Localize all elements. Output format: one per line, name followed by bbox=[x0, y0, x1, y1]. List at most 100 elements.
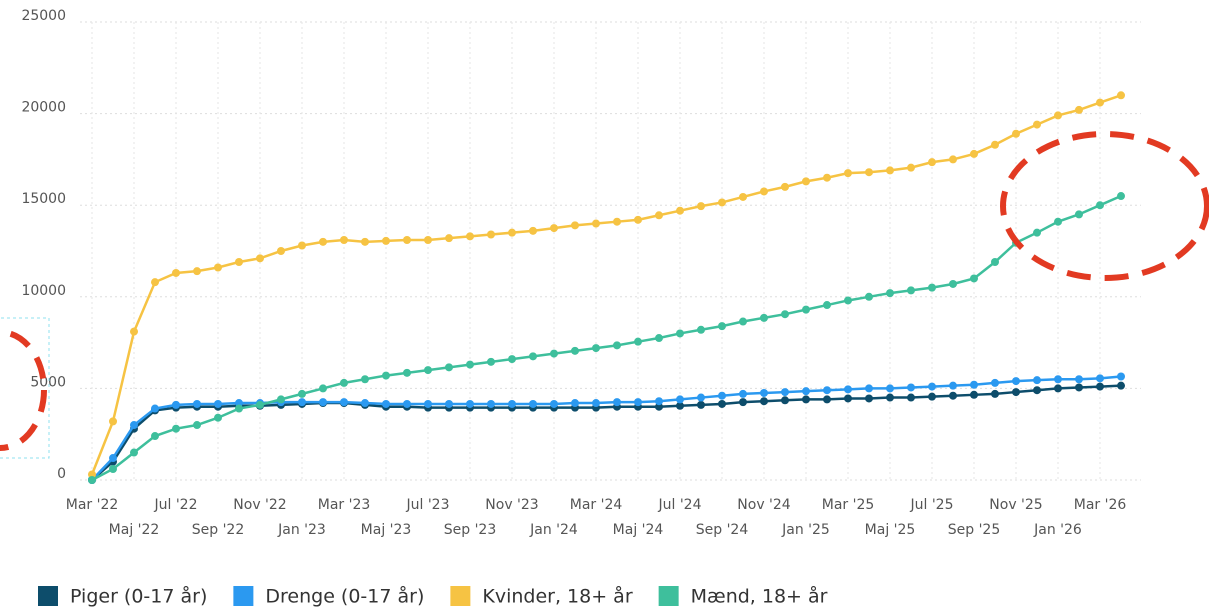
x-tick-label: Mar '25 bbox=[822, 497, 875, 513]
marker bbox=[970, 274, 978, 283]
x-tick-label: Jul '24 bbox=[657, 497, 701, 513]
marker bbox=[802, 395, 810, 404]
marker bbox=[697, 202, 705, 211]
marker bbox=[130, 421, 138, 430]
marker bbox=[1033, 120, 1041, 129]
marker bbox=[214, 399, 222, 408]
marker bbox=[823, 173, 831, 182]
marker bbox=[865, 394, 873, 403]
marker bbox=[277, 247, 285, 255]
marker bbox=[1054, 375, 1062, 384]
marker bbox=[907, 163, 915, 172]
marker bbox=[928, 158, 936, 167]
marker bbox=[1117, 91, 1125, 100]
x-tick-label: Jan '25 bbox=[781, 522, 830, 538]
marker bbox=[529, 352, 537, 361]
marker bbox=[487, 357, 495, 366]
annotation-circle bbox=[0, 329, 47, 451]
x-tick-label: Jan '26 bbox=[1033, 522, 1082, 538]
marker bbox=[886, 393, 894, 402]
marker bbox=[1075, 105, 1083, 114]
marker bbox=[1012, 129, 1020, 138]
marker bbox=[109, 454, 117, 463]
marker bbox=[949, 391, 957, 400]
marker bbox=[235, 404, 243, 413]
x-tick-label: Jan '24 bbox=[529, 522, 578, 538]
marker bbox=[508, 355, 516, 364]
x-tick-label: Nov '22 bbox=[233, 497, 286, 513]
marker bbox=[298, 389, 306, 398]
marker bbox=[970, 149, 978, 158]
x-tick-label: Sep '23 bbox=[444, 522, 497, 538]
plot bbox=[88, 91, 1125, 484]
marker bbox=[823, 301, 831, 310]
marker bbox=[466, 232, 474, 241]
marker bbox=[151, 404, 159, 413]
marker bbox=[487, 230, 495, 239]
legend-label: Mænd, 18+ år bbox=[691, 585, 828, 608]
marker bbox=[802, 387, 810, 396]
marker bbox=[256, 254, 264, 263]
marker bbox=[1096, 374, 1104, 383]
marker bbox=[928, 392, 936, 401]
x-tick-label: Sep '24 bbox=[696, 522, 749, 538]
marker bbox=[1096, 201, 1104, 210]
marker bbox=[970, 380, 978, 389]
marker bbox=[1054, 217, 1062, 226]
marker bbox=[949, 381, 957, 390]
marker bbox=[214, 263, 222, 272]
line bbox=[90, 94, 1122, 475]
marker bbox=[1075, 210, 1083, 219]
marker bbox=[739, 317, 747, 326]
marker bbox=[1117, 372, 1125, 381]
marker bbox=[361, 237, 369, 246]
marker bbox=[1012, 388, 1020, 397]
marker bbox=[634, 398, 642, 407]
selection-box bbox=[0, 317, 50, 459]
marker bbox=[928, 283, 936, 292]
x-tick-label: Jul '22 bbox=[153, 497, 197, 513]
marker bbox=[1075, 383, 1083, 392]
marker bbox=[760, 187, 768, 196]
marker bbox=[676, 329, 684, 338]
marker bbox=[634, 337, 642, 346]
x-tick-label: Nov '24 bbox=[737, 497, 791, 513]
x-tick-label: Maj '24 bbox=[613, 522, 664, 538]
line bbox=[91, 375, 1122, 481]
marker bbox=[550, 399, 558, 408]
marker bbox=[508, 228, 516, 237]
x-tick-label: Nov '23 bbox=[485, 497, 538, 513]
marker bbox=[886, 166, 894, 175]
marker bbox=[865, 384, 873, 393]
marker bbox=[277, 395, 285, 404]
marker bbox=[739, 192, 747, 201]
x-tick-label: Maj '23 bbox=[361, 522, 412, 538]
marker bbox=[949, 155, 957, 164]
marker bbox=[403, 368, 411, 377]
marker bbox=[1117, 381, 1125, 390]
marker bbox=[172, 268, 180, 277]
marker bbox=[424, 399, 432, 408]
marker bbox=[298, 398, 306, 407]
marker bbox=[781, 310, 789, 319]
legend: Piger (0-17 år) Drenge (0-17 år) Kvinder, … bbox=[38, 585, 828, 608]
marker bbox=[718, 399, 726, 408]
marker bbox=[718, 322, 726, 331]
marker bbox=[634, 215, 642, 224]
marker bbox=[781, 388, 789, 397]
marker bbox=[991, 140, 999, 149]
marker bbox=[466, 399, 474, 408]
marker bbox=[949, 279, 957, 288]
marker bbox=[655, 402, 663, 411]
marker bbox=[235, 399, 243, 408]
marker bbox=[88, 470, 96, 479]
marker bbox=[151, 432, 159, 441]
marker bbox=[718, 198, 726, 207]
marker bbox=[109, 465, 117, 474]
marker bbox=[907, 383, 915, 392]
marker bbox=[676, 395, 684, 404]
marker bbox=[256, 400, 264, 409]
marker bbox=[676, 206, 684, 215]
marker bbox=[130, 448, 138, 457]
